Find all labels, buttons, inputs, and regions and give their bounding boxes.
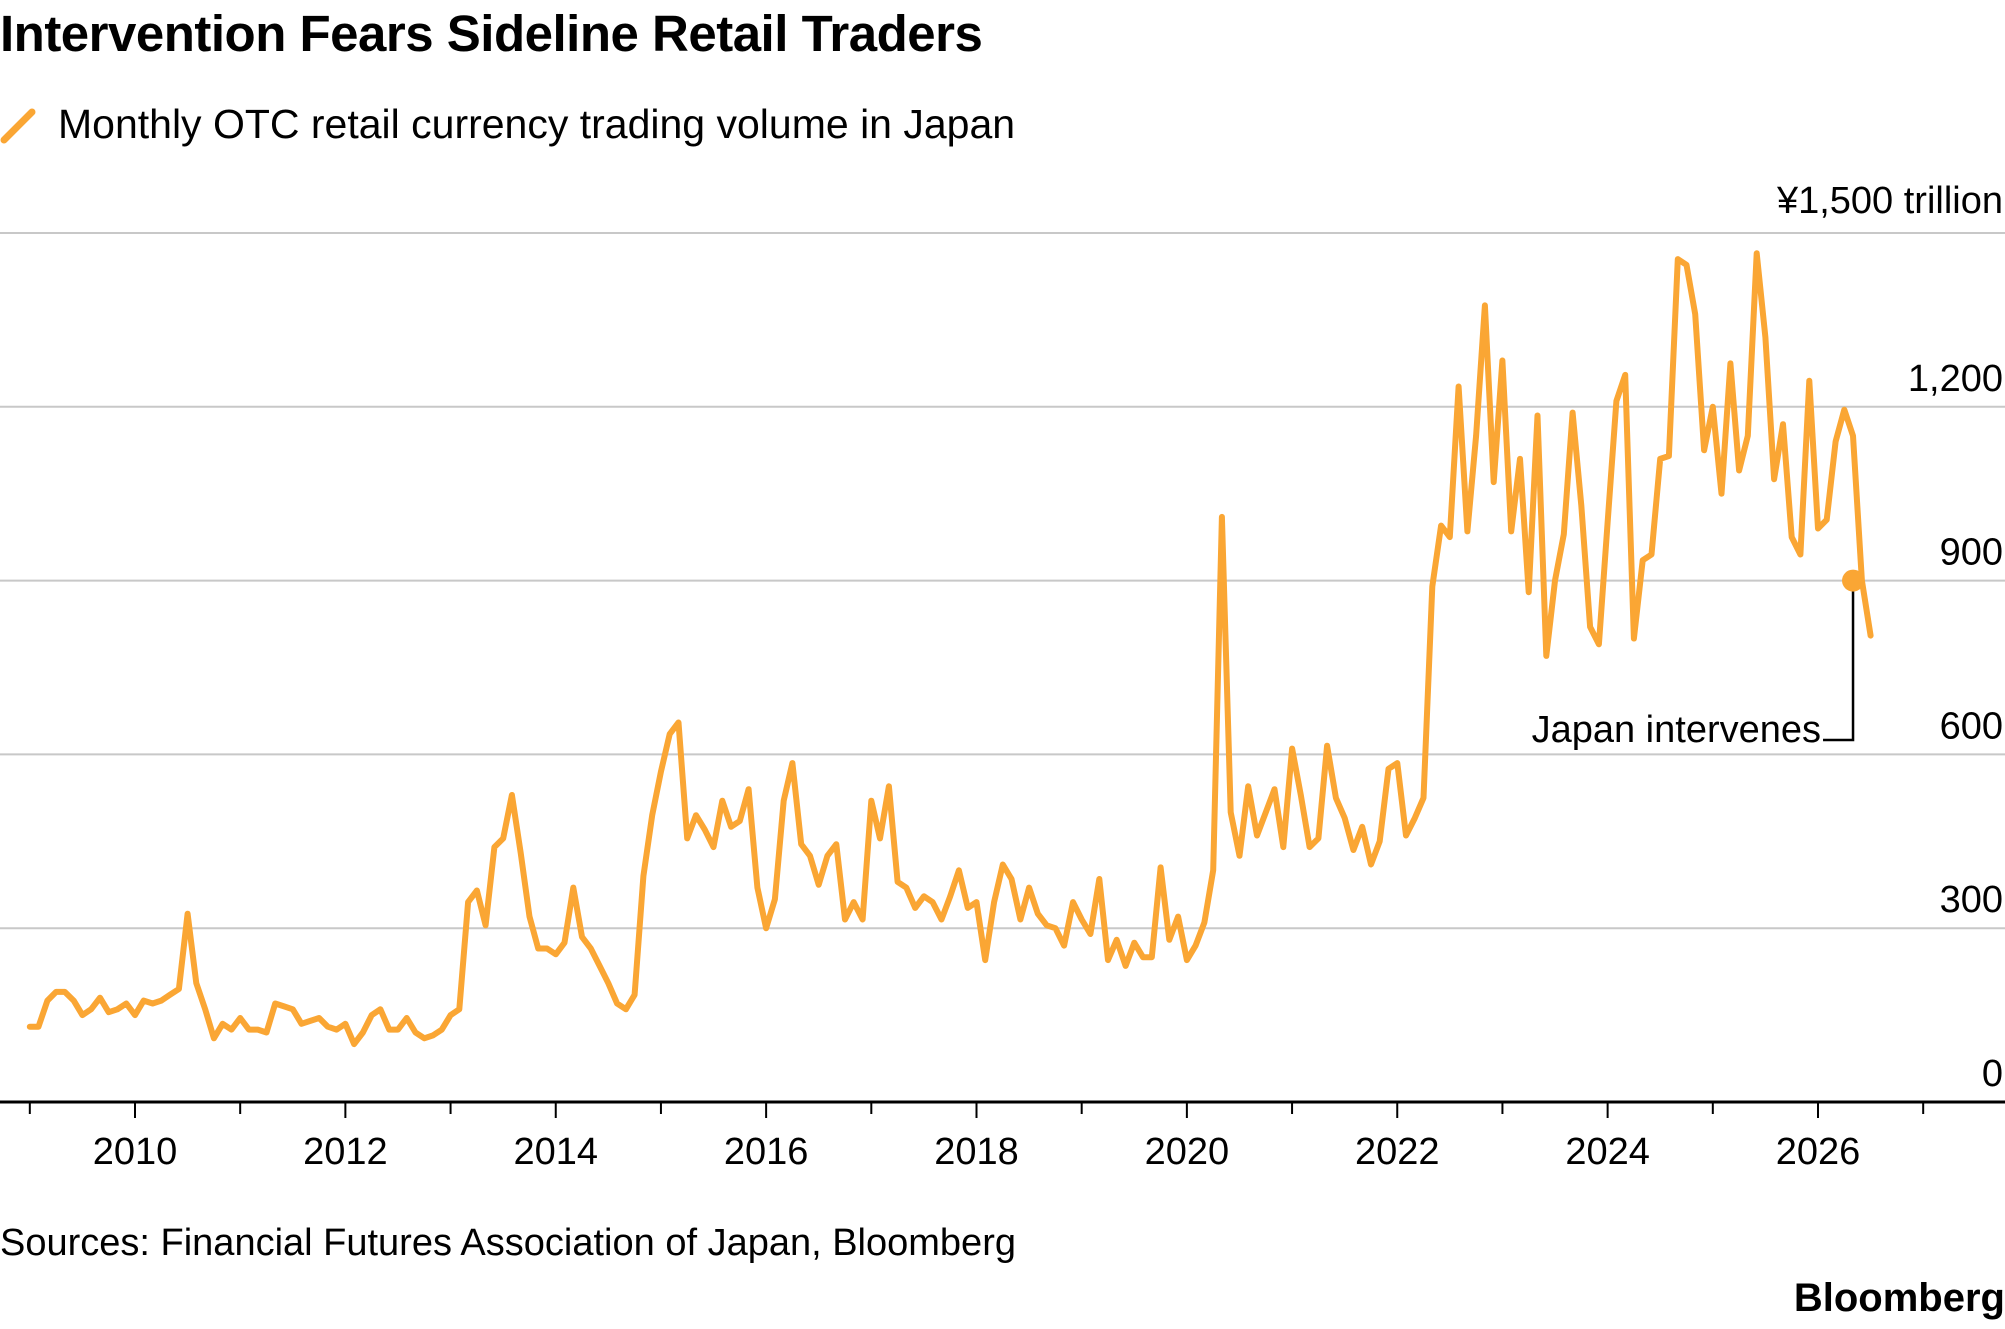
x-tick-label-2020: 2020: [1145, 1131, 1230, 1173]
x-tick-label-2018: 2018: [934, 1131, 1019, 1173]
x-tick-label-2022: 2022: [1355, 1131, 1440, 1173]
y-tick-label-900: 900: [1940, 532, 2003, 574]
source-note: Sources: Financial Futures Association o…: [0, 1222, 1016, 1264]
y-tick-label-1200: 1,200: [1908, 358, 2003, 400]
series: [26, 250, 1874, 1048]
legend: Monthly OTC retail currency trading volu…: [0, 96, 1015, 152]
x-axis-labels: 2010 2012 2014 2016 2018 2020 2022 2024 2026: [93, 1131, 1861, 1173]
y-tick-label-0: 0: [1982, 1053, 2003, 1095]
chart-title: Intervention Fears Sideline Retail Trade…: [0, 5, 983, 62]
x-tick-label-2016: 2016: [724, 1131, 809, 1173]
legend-swatch-line: [0, 108, 36, 144]
y-axis-unit-label: ¥1,500 trillion: [1776, 180, 2003, 222]
x-tick-label-2010: 2010: [93, 1131, 178, 1173]
legend-label: Monthly OTC retail currency trading volu…: [58, 100, 1016, 147]
gridlines: [0, 232, 2005, 930]
x-tick-label-2012: 2012: [303, 1131, 388, 1173]
legend-swatch-icon: [0, 108, 36, 144]
annotation-leader-line: [1823, 580, 1855, 742]
x-tick-label-2024: 2024: [1565, 1131, 1650, 1173]
y-tick-label-600: 600: [1940, 705, 2003, 747]
annotation-marker: [1842, 569, 1865, 592]
y-tick-label-300: 300: [1940, 879, 2003, 921]
x-tick-label-2026: 2026: [1776, 1131, 1861, 1173]
annotation-label: Japan intervenes: [1532, 709, 1821, 751]
y-axis: ¥1,500 trillion 0 300 600 900 1,200: [1776, 180, 2003, 1095]
x-tick-label-2014: 2014: [513, 1131, 598, 1173]
annotation: Japan intervenes: [1532, 569, 1865, 751]
x-axis: [0, 1100, 2005, 1118]
series-line-0: [26, 250, 1874, 1048]
bloomberg-logo: Bloomberg: [1793, 1276, 2005, 1320]
